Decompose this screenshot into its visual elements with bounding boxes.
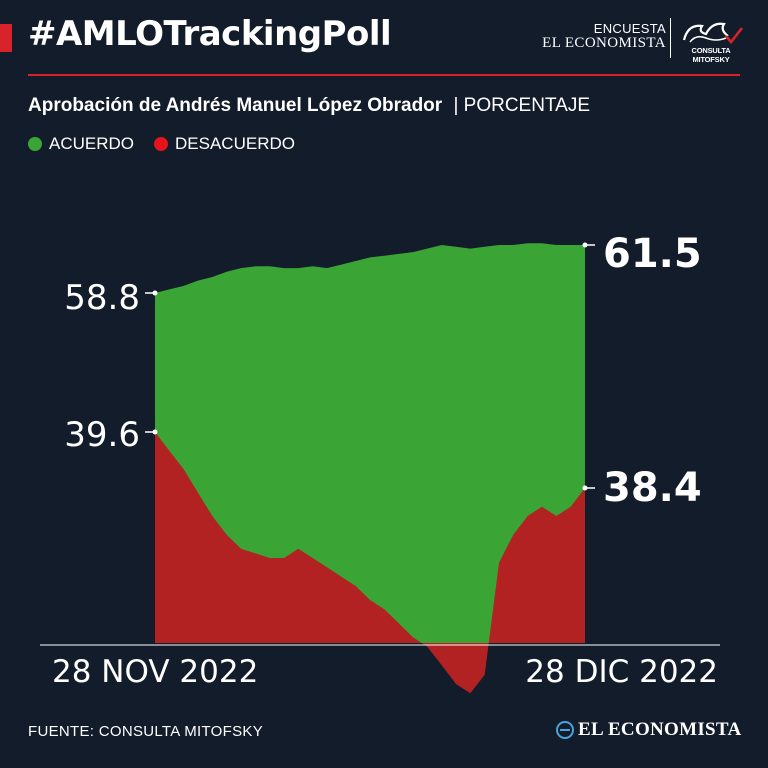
label-acuerdo-end: 61.5 [603,231,702,277]
point-desacuerdo-end [582,485,588,491]
legend-label-acuerdo: ACUERDO [49,134,135,153]
hashtag-title: #AMLOTrackingPoll [28,14,392,54]
footer-brand-text: EL ECONOMISTA [578,719,742,740]
subtitle-main: Aprobación de Andrés Manuel López Obrado… [28,95,443,116]
header-rule [28,74,740,76]
brand-divider [670,18,671,58]
point-acuerdo-start [152,290,158,296]
legend-swatch-desacuerdo [154,137,169,151]
legend-label-desacuerdo: DESACUERDO [175,134,295,153]
mitofsky-logo-icon [682,22,744,45]
el-economista-logo-icon [556,721,574,739]
point-acuerdo-end [582,242,588,248]
series-area-desacuerdo [155,432,585,694]
footer-brand: EL ECONOMISTA [556,719,742,741]
point-desacuerdo-start [152,429,158,435]
label-desacuerdo-end: 38.4 [603,465,702,511]
brand-line2: EL ECONOMISTA [542,34,666,51]
legend-item-acuerdo: ACUERDO [28,134,134,154]
subtitle: Aprobación de Andrés Manuel López Obrado… [28,95,590,117]
subtitle-unit: | PORCENTAJE [453,95,590,116]
brand-encuesta: ENCUESTA EL ECONOMISTA [542,22,666,51]
label-acuerdo-start: 58.8 [64,278,140,318]
legend-item-desacuerdo: DESACUERDO [154,134,295,154]
footer-source: FUENTE: CONSULTA MITOFSKY [28,723,264,740]
mitofsky-logo-text: CONSULTA MITOFSKY [691,46,731,64]
x-tick-label-start: 28 NOV 2022 [52,654,258,690]
x-tick-label-end: 28 DIC 2022 [525,654,718,690]
series-area-acuerdo [155,243,585,643]
legend-swatch-acuerdo [28,137,42,151]
legend: ACUERDO DESACUERDO [28,134,295,154]
label-desacuerdo-start: 39.6 [64,415,140,455]
accent-mark [0,24,12,52]
brand-line1: ENCUESTA [593,21,666,36]
